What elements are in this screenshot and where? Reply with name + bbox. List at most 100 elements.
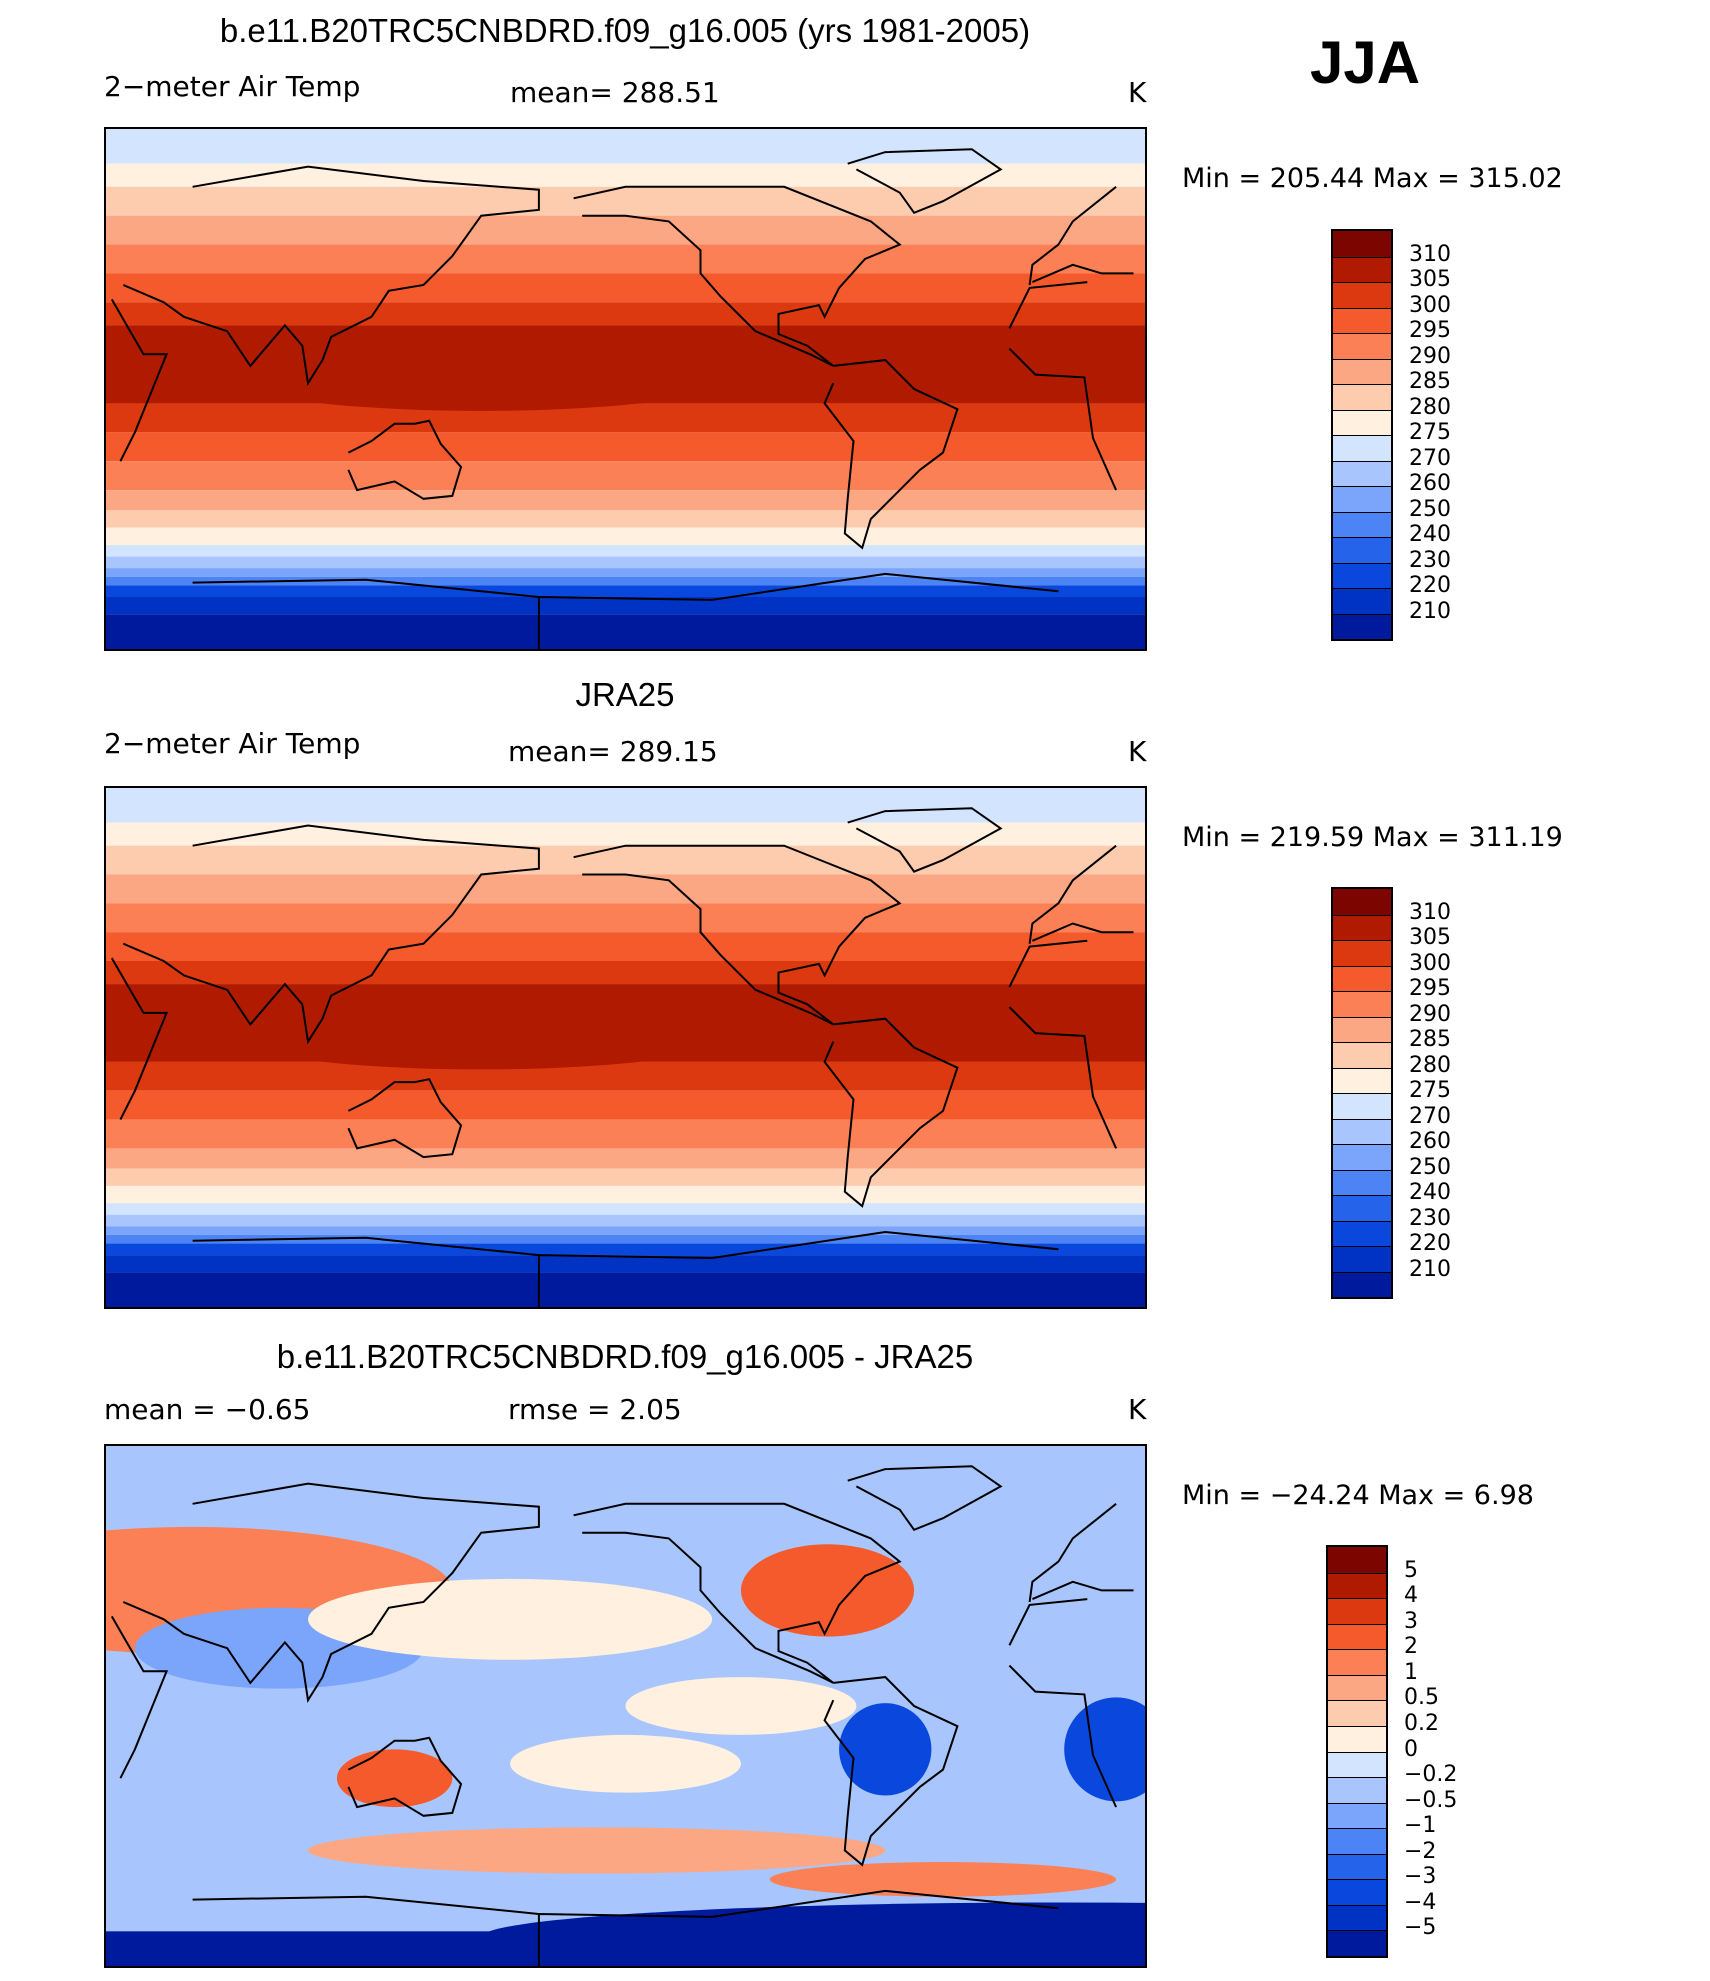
colorbar-tick-label: 5 <box>1404 1557 1418 1583</box>
colorbar-swatch <box>1328 1828 1386 1854</box>
colorbar-swatch <box>1333 358 1391 384</box>
temperature-band <box>106 545 1145 557</box>
colorbar-tick-label: 210 <box>1409 598 1451 624</box>
temperature-band <box>106 788 1145 823</box>
temperature-band <box>106 1119 1145 1149</box>
colorbar-tick-label: 260 <box>1409 1129 1451 1154</box>
temperature-band <box>106 1090 1145 1120</box>
colorbar-swatch <box>1333 409 1391 435</box>
anomaly-patch <box>625 1677 857 1735</box>
colorbar-swatch <box>1328 1904 1386 1931</box>
colorbar-tick-label: 290 <box>1409 343 1451 369</box>
colorbar-swatch <box>1333 940 1391 966</box>
temperature-band <box>106 874 1145 904</box>
colorbar-tick-label: 300 <box>1409 292 1451 318</box>
colorbar-swatch <box>1328 1649 1386 1675</box>
map-canvas <box>106 129 1145 649</box>
colorbar-tick-label: 0 <box>1404 1736 1418 1762</box>
colorbar-tick-label: 280 <box>1409 1052 1451 1078</box>
coastline-south-america <box>823 1017 959 1208</box>
colorbar-swatch <box>1333 1016 1391 1042</box>
temperature-band <box>106 1243 1145 1256</box>
temperature-band <box>106 845 1145 875</box>
panel1-units: K <box>1128 76 1147 109</box>
colorbar-swatch <box>1333 1144 1391 1170</box>
panel1-mean: mean= 288.51 <box>510 76 720 109</box>
temperature-band <box>106 432 1145 462</box>
colorbar-swatch <box>1333 562 1391 588</box>
temperature-band <box>106 614 1145 649</box>
coastline-europe-asia <box>122 824 1134 1045</box>
colorbar-tick-label: −0.5 <box>1404 1787 1458 1813</box>
panel1-title: b.e11.B20TRC5CNBDRD.f09_g16.005 (yrs 198… <box>219 12 1031 49</box>
temperature-band <box>106 510 1145 528</box>
colorbar-swatch <box>1333 333 1391 359</box>
colorbar-tick-label: 290 <box>1409 1001 1451 1027</box>
temperature-band <box>106 186 1145 216</box>
panel3-mean: mean = −0.65 <box>104 1393 311 1426</box>
colorbar-tick-label: 295 <box>1409 976 1451 1001</box>
colorbar-swatch <box>1333 511 1391 537</box>
temperature-band <box>106 1214 1145 1227</box>
anomaly-patch <box>510 1734 741 1793</box>
anomaly-patch <box>769 1862 1117 1897</box>
temperature-band <box>106 1931 1145 1966</box>
panel2-map <box>104 786 1147 1309</box>
colorbar-swatch <box>1333 307 1391 333</box>
coastline-australia <box>347 419 463 500</box>
colorbar-swatch <box>1333 991 1391 1017</box>
temperature-band <box>106 1168 1145 1186</box>
temperature-band <box>106 1203 1145 1215</box>
temperature-band <box>106 129 1145 164</box>
temperature-band <box>106 932 1145 961</box>
temperature-band <box>106 961 1145 985</box>
coastline-europe-asia <box>122 1482 1134 1704</box>
colorbar-swatch <box>1333 282 1391 308</box>
coastline-north-america <box>573 185 902 367</box>
panel1-map <box>104 127 1147 651</box>
coastline-greenland <box>847 807 1003 873</box>
colorbar-tick-label: 1 <box>1404 1659 1418 1685</box>
colorbar-tick-label: 285 <box>1409 369 1451 394</box>
coastline-antarctica <box>192 572 1059 649</box>
colorbar-tick-label: 250 <box>1409 496 1451 522</box>
temperature-band <box>106 302 1145 326</box>
coastline-australia <box>347 1078 463 1159</box>
colorbar-tick-label: 295 <box>1409 318 1451 343</box>
colorbar-tick-label: 285 <box>1409 1027 1451 1052</box>
colorbar-swatch <box>1333 1067 1391 1093</box>
colorbar-swatch <box>1333 1246 1391 1272</box>
colorbar-tick-label: 230 <box>1409 1205 1451 1231</box>
colorbar-swatch <box>1328 1725 1386 1752</box>
temperature-band <box>106 1234 1145 1244</box>
panel1-minmax: Min = 205.44 Max = 315.02 <box>1182 163 1563 194</box>
colorbar-swatch <box>1333 1220 1391 1246</box>
panel2-minmax: Min = 219.59 Max = 311.19 <box>1182 822 1563 853</box>
colorbar-swatch <box>1333 460 1391 486</box>
coastline-australia <box>347 1736 463 1817</box>
temperature-band <box>106 1148 1145 1169</box>
temperature-band <box>106 163 1145 187</box>
season-label: JJA <box>1310 29 1421 96</box>
coastline-africa <box>110 939 1118 1149</box>
temperature-band <box>106 1185 1145 1204</box>
colorbar-swatch <box>1328 1700 1386 1726</box>
colorbar-tick-label: 230 <box>1409 547 1451 573</box>
temperature-band <box>106 215 1145 245</box>
colorbar-swatch <box>1328 1777 1386 1803</box>
temperature-band <box>106 1255 1145 1273</box>
anomaly-patch <box>740 1544 915 1637</box>
coastline-greenland <box>847 148 1003 215</box>
colorbar-swatch <box>1333 889 1391 915</box>
temperature-band <box>106 1226 1145 1235</box>
colorbar-tick-label: −5 <box>1404 1915 1437 1941</box>
colorbar-tick-label: 280 <box>1409 394 1451 420</box>
panel3-map <box>104 1444 1147 1968</box>
temperature-band <box>106 490 1145 511</box>
colorbar-tick-label: 270 <box>1409 1103 1451 1129</box>
temperature-band <box>106 822 1145 846</box>
temperature-band <box>106 585 1145 597</box>
colorbar-tick-label: −1 <box>1404 1813 1437 1839</box>
colorbar-swatch <box>1328 1802 1386 1829</box>
colorbar-tick-label: 3 <box>1404 1608 1418 1634</box>
